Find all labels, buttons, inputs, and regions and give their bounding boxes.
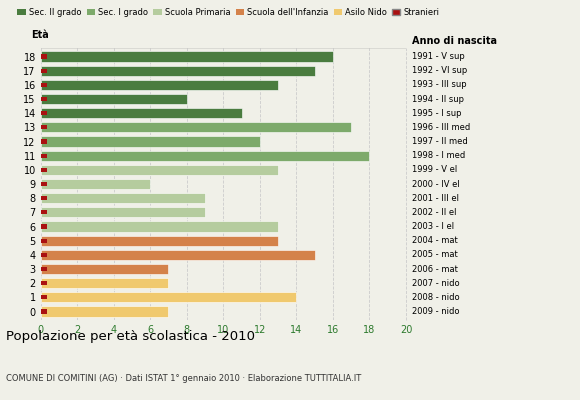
- Bar: [41, 80, 278, 90]
- Bar: [41, 222, 278, 232]
- Bar: [41, 66, 315, 76]
- Bar: [41, 253, 47, 257]
- Bar: [41, 295, 47, 300]
- Bar: [41, 278, 169, 288]
- Bar: [41, 193, 205, 203]
- Bar: [41, 210, 47, 214]
- Text: 2008 - nido: 2008 - nido: [412, 293, 459, 302]
- Bar: [41, 52, 333, 62]
- Bar: [41, 179, 150, 189]
- Text: 2001 - III el: 2001 - III el: [412, 194, 459, 203]
- Bar: [41, 236, 278, 246]
- Bar: [41, 139, 47, 144]
- Text: 1991 - V sup: 1991 - V sup: [412, 52, 465, 61]
- Bar: [41, 267, 47, 271]
- Bar: [41, 168, 47, 172]
- Text: 2002 - II el: 2002 - II el: [412, 208, 456, 217]
- Bar: [41, 207, 205, 218]
- Bar: [41, 94, 187, 104]
- Bar: [41, 122, 351, 132]
- Text: 2000 - IV el: 2000 - IV el: [412, 180, 459, 188]
- Bar: [41, 281, 47, 285]
- Bar: [41, 196, 47, 200]
- Legend: Sec. II grado, Sec. I grado, Scuola Primaria, Scuola dell'Infanzia, Asilo Nido, : Sec. II grado, Sec. I grado, Scuola Prim…: [16, 6, 441, 18]
- Text: 1995 - I sup: 1995 - I sup: [412, 109, 461, 118]
- Text: Popolazione per età scolastica - 2010: Popolazione per età scolastica - 2010: [6, 330, 255, 343]
- Text: 2005 - mat: 2005 - mat: [412, 250, 458, 259]
- Text: 1999 - V el: 1999 - V el: [412, 165, 457, 174]
- Bar: [41, 54, 47, 59]
- Text: 1994 - II sup: 1994 - II sup: [412, 94, 464, 104]
- Text: 2006 - mat: 2006 - mat: [412, 264, 458, 274]
- Bar: [41, 154, 47, 158]
- Bar: [41, 125, 47, 130]
- Bar: [41, 68, 47, 73]
- Text: Età: Età: [31, 30, 49, 40]
- Text: Anno di nascita: Anno di nascita: [412, 36, 497, 46]
- Bar: [41, 306, 169, 317]
- Text: 2004 - mat: 2004 - mat: [412, 236, 458, 245]
- Bar: [41, 292, 296, 302]
- Text: 1996 - III med: 1996 - III med: [412, 123, 470, 132]
- Text: 2009 - nido: 2009 - nido: [412, 307, 459, 316]
- Text: 2003 - I el: 2003 - I el: [412, 222, 454, 231]
- Text: 1997 - II med: 1997 - II med: [412, 137, 467, 146]
- Bar: [41, 224, 47, 229]
- Bar: [41, 165, 278, 175]
- Text: COMUNE DI COMITINI (AG) · Dati ISTAT 1° gennaio 2010 · Elaborazione TUTTITALIA.I: COMUNE DI COMITINI (AG) · Dati ISTAT 1° …: [6, 374, 361, 383]
- Bar: [41, 111, 47, 115]
- Bar: [41, 150, 369, 161]
- Bar: [41, 264, 169, 274]
- Text: 1992 - VI sup: 1992 - VI sup: [412, 66, 467, 75]
- Text: 1998 - I med: 1998 - I med: [412, 151, 465, 160]
- Bar: [41, 250, 315, 260]
- Bar: [41, 108, 241, 118]
- Bar: [41, 136, 260, 147]
- Bar: [41, 97, 47, 101]
- Text: 2007 - nido: 2007 - nido: [412, 279, 459, 288]
- Text: 1993 - III sup: 1993 - III sup: [412, 80, 466, 89]
- Bar: [41, 83, 47, 87]
- Bar: [41, 309, 47, 314]
- Bar: [41, 182, 47, 186]
- Bar: [41, 238, 47, 243]
